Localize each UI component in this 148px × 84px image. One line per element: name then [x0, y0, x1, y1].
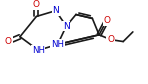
Text: O: O: [107, 35, 114, 44]
Text: N: N: [52, 6, 59, 15]
Text: O: O: [103, 16, 110, 25]
Text: NH: NH: [51, 40, 64, 49]
Text: NH: NH: [32, 46, 45, 55]
Text: N: N: [63, 22, 70, 31]
Text: O: O: [33, 0, 40, 9]
Text: O: O: [5, 37, 12, 46]
